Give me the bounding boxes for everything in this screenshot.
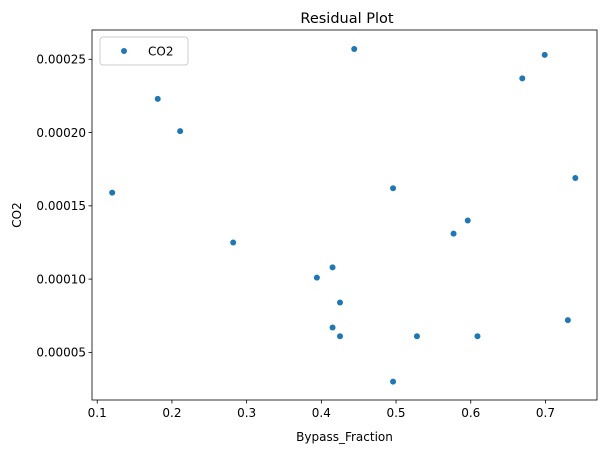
x-tick-label: 0.4 [312,406,331,420]
legend: CO2 [99,36,189,66]
x-tick-label: 0.2 [162,406,181,420]
plot-area [109,46,579,385]
data-point [109,189,116,196]
data-point [390,185,397,192]
data-point [450,230,457,237]
y-tick-label: 0.00025 [36,53,86,67]
data-point [329,324,336,331]
data-point [519,75,526,82]
data-point [564,317,571,324]
plot-frame [91,29,598,401]
x-tick-label: 0.3 [237,406,256,420]
x-tick-label: 0.6 [461,406,480,420]
y-tick-label: 0.00020 [36,126,86,140]
y-axis: 0.00005 0.00010 0.00015 0.00020 0.00025 [36,53,92,360]
x-tick-label: 0.5 [386,406,405,420]
x-axis-label: Bypass_Fraction [296,430,393,444]
y-axis-label: CO2 [10,202,24,227]
x-tick-label: 0.7 [536,406,555,420]
data-point [464,217,471,224]
data-point [351,46,358,53]
y-tick-label: 0.00005 [36,346,86,360]
chart-title: Residual Plot [300,11,393,27]
data-point [154,95,161,102]
data-point [177,128,184,135]
data-point [541,51,548,58]
data-point [390,378,397,385]
y-tick-label: 0.00015 [36,199,86,213]
legend-label-co2: CO2 [148,45,173,59]
legend-marker [121,48,127,54]
data-point [337,333,344,340]
data-point [329,264,336,271]
x-tick-label: 0.1 [88,406,107,420]
data-point [413,333,420,340]
data-point [230,239,237,246]
x-axis: 0.1 0.2 0.3 0.4 0.5 0.6 0.7 [88,400,555,420]
legend-box [99,36,189,66]
data-point [337,299,344,306]
data-point [572,175,579,181]
data-point [313,274,320,281]
data-point [474,333,481,340]
y-tick-label: 0.00010 [36,272,86,286]
